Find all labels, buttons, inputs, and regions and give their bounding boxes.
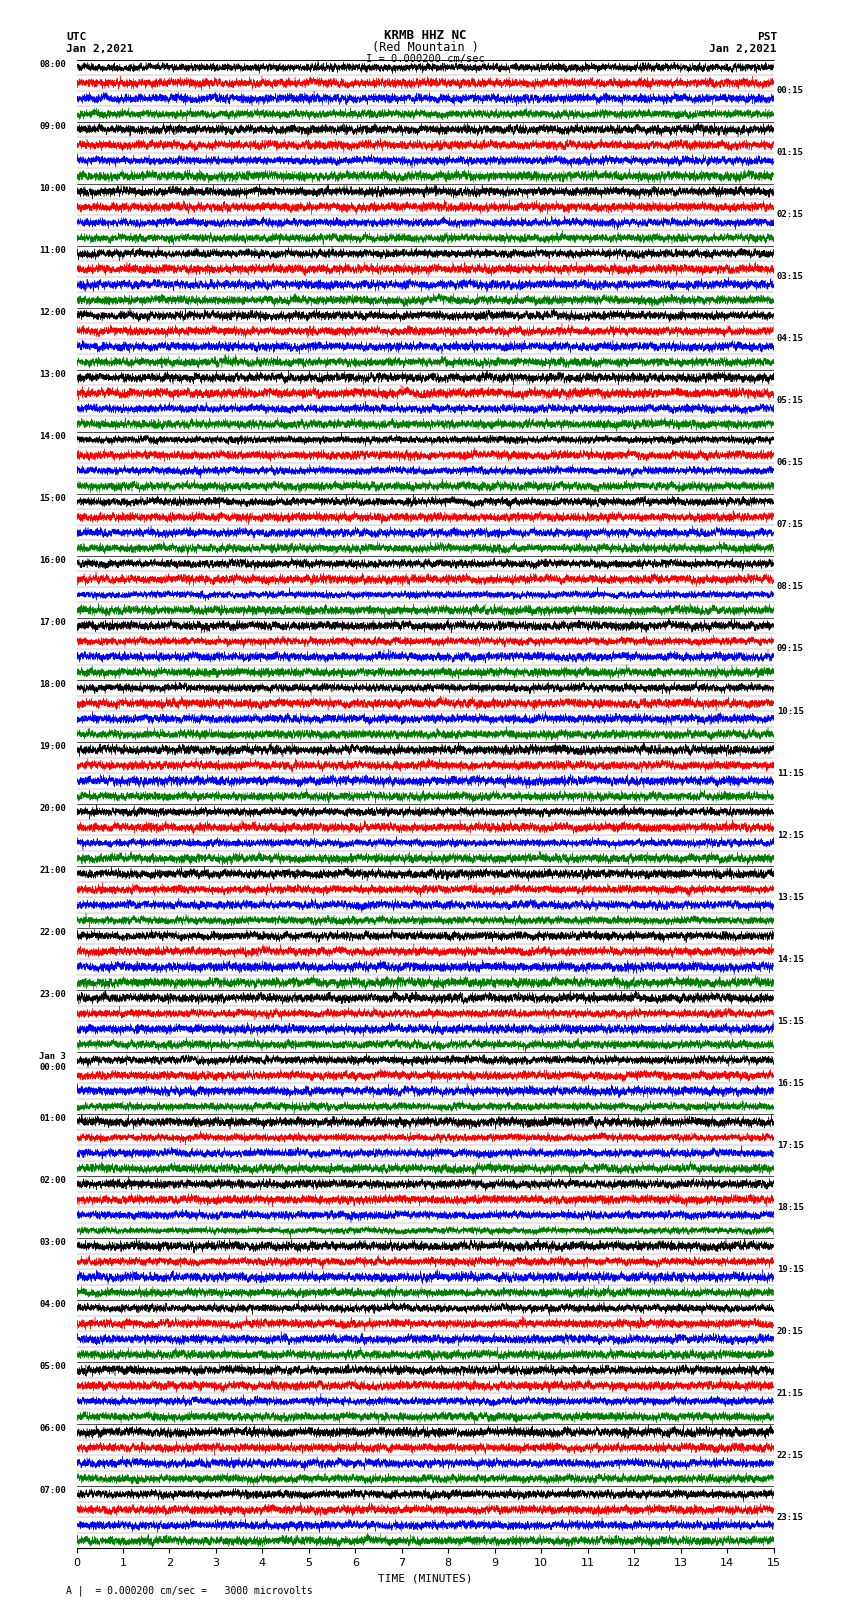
Text: 03:00: 03:00 xyxy=(39,1239,66,1247)
Text: A |  = 0.000200 cm/sec =   3000 microvolts: A | = 0.000200 cm/sec = 3000 microvolts xyxy=(66,1586,313,1597)
Text: 09:15: 09:15 xyxy=(777,645,804,653)
Text: 09:00: 09:00 xyxy=(39,121,66,131)
Text: 22:15: 22:15 xyxy=(777,1452,804,1460)
Text: 13:00: 13:00 xyxy=(39,369,66,379)
Text: 19:00: 19:00 xyxy=(39,742,66,752)
Text: 16:15: 16:15 xyxy=(777,1079,804,1087)
Text: 01:00: 01:00 xyxy=(39,1115,66,1123)
Text: 01:15: 01:15 xyxy=(777,148,804,156)
Text: Jan 2,2021: Jan 2,2021 xyxy=(710,44,777,53)
Text: 16:00: 16:00 xyxy=(39,556,66,565)
Text: 08:00: 08:00 xyxy=(39,60,66,69)
Text: 12:15: 12:15 xyxy=(777,831,804,840)
Text: 15:15: 15:15 xyxy=(777,1016,804,1026)
Text: 18:15: 18:15 xyxy=(777,1203,804,1211)
Text: 20:15: 20:15 xyxy=(777,1327,804,1336)
Text: 21:15: 21:15 xyxy=(777,1389,804,1398)
Text: 12:00: 12:00 xyxy=(39,308,66,316)
Text: 05:15: 05:15 xyxy=(777,397,804,405)
Text: 15:00: 15:00 xyxy=(39,494,66,503)
Text: UTC: UTC xyxy=(66,32,87,42)
Text: 17:15: 17:15 xyxy=(777,1140,804,1150)
Text: 00:15: 00:15 xyxy=(777,85,804,95)
Text: 14:15: 14:15 xyxy=(777,955,804,963)
Text: Jan 2,2021: Jan 2,2021 xyxy=(66,44,133,53)
Text: 03:15: 03:15 xyxy=(777,273,804,281)
Text: 07:00: 07:00 xyxy=(39,1487,66,1495)
Text: 05:00: 05:00 xyxy=(39,1363,66,1371)
Text: 02:15: 02:15 xyxy=(777,210,804,219)
Text: 13:15: 13:15 xyxy=(777,892,804,902)
Text: 23:00: 23:00 xyxy=(39,990,66,998)
Text: 19:15: 19:15 xyxy=(777,1265,804,1274)
Text: Jan 3
00:00: Jan 3 00:00 xyxy=(39,1052,66,1071)
Text: 23:15: 23:15 xyxy=(777,1513,804,1523)
Text: 14:00: 14:00 xyxy=(39,432,66,440)
Text: 10:15: 10:15 xyxy=(777,706,804,716)
Text: 20:00: 20:00 xyxy=(39,803,66,813)
Text: 08:15: 08:15 xyxy=(777,582,804,592)
Text: 11:00: 11:00 xyxy=(39,245,66,255)
Text: 06:00: 06:00 xyxy=(39,1424,66,1434)
Text: PST: PST xyxy=(756,32,777,42)
Text: 02:00: 02:00 xyxy=(39,1176,66,1186)
Text: 04:15: 04:15 xyxy=(777,334,804,344)
Text: 10:00: 10:00 xyxy=(39,184,66,192)
Text: 04:00: 04:00 xyxy=(39,1300,66,1310)
Text: 21:00: 21:00 xyxy=(39,866,66,876)
Text: 17:00: 17:00 xyxy=(39,618,66,627)
Text: KRMB HHZ NC: KRMB HHZ NC xyxy=(383,29,467,42)
Text: 07:15: 07:15 xyxy=(777,521,804,529)
X-axis label: TIME (MINUTES): TIME (MINUTES) xyxy=(377,1574,473,1584)
Text: I = 0.000200 cm/sec: I = 0.000200 cm/sec xyxy=(366,55,484,65)
Text: 11:15: 11:15 xyxy=(777,768,804,777)
Text: (Red Mountain ): (Red Mountain ) xyxy=(371,40,479,53)
Text: 06:15: 06:15 xyxy=(777,458,804,468)
Text: 18:00: 18:00 xyxy=(39,681,66,689)
Text: 22:00: 22:00 xyxy=(39,927,66,937)
